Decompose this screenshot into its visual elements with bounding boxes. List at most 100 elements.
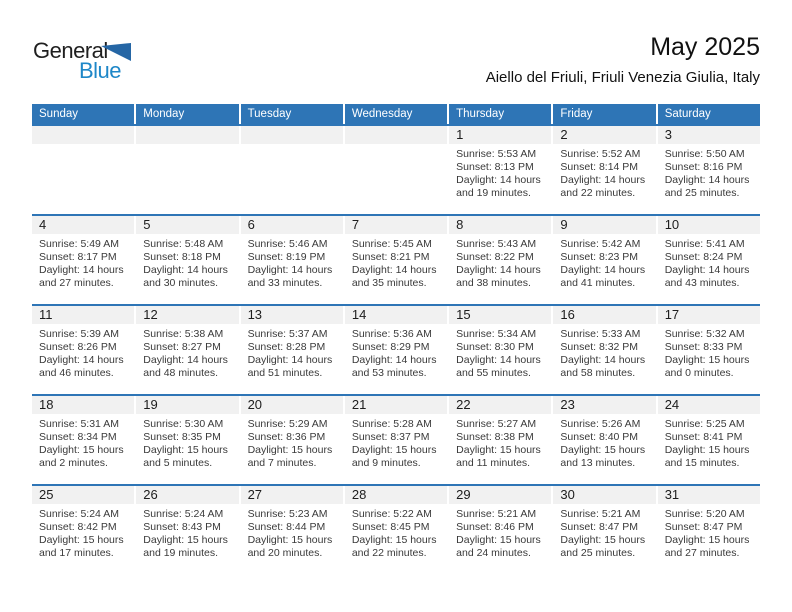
daylight-minutes-text: and 22 minutes. bbox=[351, 547, 427, 559]
day-number: 8 bbox=[449, 216, 552, 234]
sunrise-text: Sunrise: 5:53 AM bbox=[456, 148, 537, 160]
day-details: Sunrise: 5:38 AM Sunset: 8:27 PM Daylight:… bbox=[136, 324, 238, 380]
sunset-text: Sunset: 8:35 PM bbox=[143, 431, 221, 443]
day-cell-18: 18 Sunrise: 5:31 AM Sunset: 8:34 PM Dayligh… bbox=[32, 396, 135, 484]
daylight-hours-text: Daylight: 14 hours bbox=[456, 354, 541, 366]
sunset-text: Sunset: 8:40 PM bbox=[560, 431, 639, 443]
day-number: 11 bbox=[32, 306, 135, 324]
week-row: 1 Sunrise: 5:53 AM Sunset: 8:13 PM Daylight… bbox=[32, 124, 760, 214]
day-details: Sunrise: 5:28 AM Sunset: 8:37 PM Daylight:… bbox=[345, 414, 447, 470]
daylight-minutes-text: and 25 minutes. bbox=[560, 547, 636, 559]
daylight-minutes-text: and 46 minutes. bbox=[39, 367, 114, 379]
day-details: Sunrise: 5:20 AM Sunset: 8:47 PM Daylight:… bbox=[658, 504, 760, 560]
weekday-header-monday: Monday bbox=[136, 104, 239, 124]
daylight-minutes-text: and 43 minutes. bbox=[664, 277, 740, 289]
sunrise-text: Sunrise: 5:52 AM bbox=[560, 148, 641, 160]
sunrise-text: Sunrise: 5:39 AM bbox=[39, 328, 119, 340]
day-number: 27 bbox=[240, 486, 343, 504]
sunset-text: Sunset: 8:19 PM bbox=[247, 251, 326, 263]
sunset-text: Sunset: 8:41 PM bbox=[664, 431, 743, 443]
day-cell-4: 4 Sunrise: 5:49 AM Sunset: 8:17 PM Daylight… bbox=[32, 216, 135, 304]
sunrise-text: Sunrise: 5:49 AM bbox=[39, 238, 119, 250]
day-cell-15: 15 Sunrise: 5:34 AM Sunset: 8:30 PM Dayligh… bbox=[449, 306, 552, 394]
sunset-text: Sunset: 8:13 PM bbox=[456, 161, 534, 173]
day-cell-1: 1 Sunrise: 5:53 AM Sunset: 8:13 PM Daylight… bbox=[449, 126, 552, 214]
day-number: 2 bbox=[553, 126, 656, 144]
sunrise-text: Sunrise: 5:50 AM bbox=[664, 148, 745, 160]
weekday-header-tuesday: Tuesday bbox=[240, 104, 343, 124]
daylight-minutes-text: and 24 minutes. bbox=[456, 547, 531, 559]
day-number: 10 bbox=[657, 216, 760, 234]
day-details: Sunrise: 5:22 AM Sunset: 8:45 PM Daylight:… bbox=[345, 504, 447, 560]
daylight-minutes-text: and 9 minutes. bbox=[351, 457, 421, 469]
day-details: Sunrise: 5:48 AM Sunset: 8:18 PM Daylight:… bbox=[136, 234, 238, 290]
day-number: 5 bbox=[136, 216, 239, 234]
daylight-hours-text: Daylight: 15 hours bbox=[351, 534, 437, 546]
day-number: 17 bbox=[657, 306, 760, 324]
sunrise-text: Sunrise: 5:30 AM bbox=[143, 418, 224, 430]
daylight-hours-text: Daylight: 15 hours bbox=[664, 354, 750, 366]
sunrise-text: Sunrise: 5:24 AM bbox=[143, 508, 224, 520]
day-details: Sunrise: 5:23 AM Sunset: 8:44 PM Daylight:… bbox=[241, 504, 343, 560]
sunset-text: Sunset: 8:14 PM bbox=[560, 161, 639, 173]
day-cell-5: 5 Sunrise: 5:48 AM Sunset: 8:18 PM Daylight… bbox=[136, 216, 239, 304]
daylight-hours-text: Daylight: 15 hours bbox=[456, 534, 541, 546]
sunset-text: Sunset: 8:46 PM bbox=[456, 521, 534, 533]
daylight-hours-text: Daylight: 15 hours bbox=[247, 534, 333, 546]
daylight-minutes-text: and 0 minutes. bbox=[664, 367, 734, 379]
day-details: Sunrise: 5:43 AM Sunset: 8:22 PM Daylight:… bbox=[449, 234, 551, 290]
day-number: 29 bbox=[449, 486, 552, 504]
day-details: Sunrise: 5:53 AM Sunset: 8:13 PM Daylight:… bbox=[449, 144, 551, 200]
sunrise-text: Sunrise: 5:33 AM bbox=[560, 328, 641, 340]
daylight-hours-text: Daylight: 14 hours bbox=[560, 174, 646, 186]
month-title: May 2025 bbox=[650, 33, 760, 61]
sunset-text: Sunset: 8:24 PM bbox=[664, 251, 743, 263]
day-details: Sunrise: 5:41 AM Sunset: 8:24 PM Daylight:… bbox=[658, 234, 760, 290]
day-details: Sunrise: 5:52 AM Sunset: 8:14 PM Daylight:… bbox=[553, 144, 655, 200]
calendar-table: Sunday Monday Tuesday Wednesday Thursday Frid… bbox=[32, 104, 760, 574]
sunrise-text: Sunrise: 5:42 AM bbox=[560, 238, 641, 250]
day-number: 16 bbox=[553, 306, 656, 324]
daylight-hours-text: Daylight: 14 hours bbox=[143, 264, 228, 276]
day-number: 6 bbox=[240, 216, 343, 234]
sunset-text: Sunset: 8:47 PM bbox=[664, 521, 743, 533]
day-cell-27: 27 Sunrise: 5:23 AM Sunset: 8:44 PM Dayligh… bbox=[240, 486, 343, 574]
daylight-minutes-text: and 38 minutes. bbox=[456, 277, 531, 289]
daylight-hours-text: Daylight: 15 hours bbox=[143, 534, 228, 546]
calendar-header: May 2025 Aiello del Friuli, Friuli Venez… bbox=[486, 33, 760, 86]
sunset-text: Sunset: 8:34 PM bbox=[39, 431, 117, 443]
daylight-hours-text: Daylight: 15 hours bbox=[664, 534, 750, 546]
sunrise-text: Sunrise: 5:46 AM bbox=[247, 238, 328, 250]
day-cell-17: 17 Sunrise: 5:32 AM Sunset: 8:33 PM Dayligh… bbox=[657, 306, 760, 394]
daylight-hours-text: Daylight: 15 hours bbox=[560, 534, 646, 546]
day-number: 22 bbox=[449, 396, 552, 414]
day-number: 13 bbox=[240, 306, 343, 324]
sunrise-text: Sunrise: 5:23 AM bbox=[247, 508, 328, 520]
sunset-text: Sunset: 8:17 PM bbox=[39, 251, 117, 263]
day-details: Sunrise: 5:32 AM Sunset: 8:33 PM Daylight:… bbox=[658, 324, 760, 380]
sunrise-text: Sunrise: 5:34 AM bbox=[456, 328, 537, 340]
day-details: Sunrise: 5:24 AM Sunset: 8:43 PM Daylight:… bbox=[136, 504, 238, 560]
weeks-container: 1 Sunrise: 5:53 AM Sunset: 8:13 PM Daylight… bbox=[32, 124, 760, 574]
sunrise-text: Sunrise: 5:36 AM bbox=[351, 328, 432, 340]
general-blue-logo: General Blue bbox=[33, 38, 163, 86]
day-number: 24 bbox=[657, 396, 760, 414]
sunset-text: Sunset: 8:29 PM bbox=[351, 341, 430, 353]
sunset-text: Sunset: 8:30 PM bbox=[456, 341, 534, 353]
day-number: 18 bbox=[32, 396, 135, 414]
day-cell-12: 12 Sunrise: 5:38 AM Sunset: 8:27 PM Dayligh… bbox=[136, 306, 239, 394]
daylight-minutes-text: and 13 minutes. bbox=[560, 457, 636, 469]
day-cell-26: 26 Sunrise: 5:24 AM Sunset: 8:43 PM Dayligh… bbox=[136, 486, 239, 574]
sunset-text: Sunset: 8:18 PM bbox=[143, 251, 221, 263]
day-cell-2: 2 Sunrise: 5:52 AM Sunset: 8:14 PM Daylight… bbox=[553, 126, 656, 214]
daylight-hours-text: Daylight: 14 hours bbox=[456, 264, 541, 276]
day-details: Sunrise: 5:26 AM Sunset: 8:40 PM Daylight:… bbox=[553, 414, 655, 470]
day-details: Sunrise: 5:33 AM Sunset: 8:32 PM Daylight:… bbox=[553, 324, 655, 380]
day-number: 12 bbox=[136, 306, 239, 324]
daylight-minutes-text: and 27 minutes. bbox=[39, 277, 114, 289]
day-number: 21 bbox=[344, 396, 448, 414]
day-cell-3: 3 Sunrise: 5:50 AM Sunset: 8:16 PM Daylight… bbox=[657, 126, 760, 214]
day-details: Sunrise: 5:39 AM Sunset: 8:26 PM Daylight:… bbox=[32, 324, 134, 380]
sunrise-text: Sunrise: 5:32 AM bbox=[664, 328, 745, 340]
